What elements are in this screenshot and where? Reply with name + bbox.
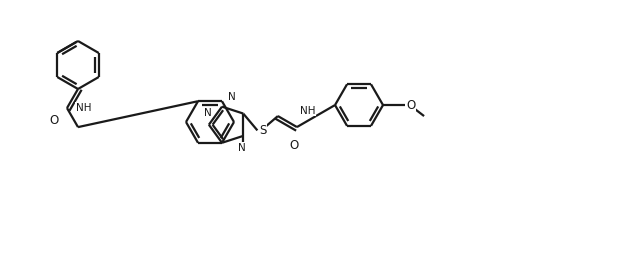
Text: N: N [204,108,212,118]
Text: NH: NH [300,106,315,115]
Text: O: O [406,99,415,112]
Text: S: S [259,124,266,137]
Text: O: O [50,114,59,127]
Text: N: N [238,143,246,153]
Text: N: N [228,92,236,102]
Text: NH: NH [76,103,91,113]
Text: O: O [289,139,298,152]
